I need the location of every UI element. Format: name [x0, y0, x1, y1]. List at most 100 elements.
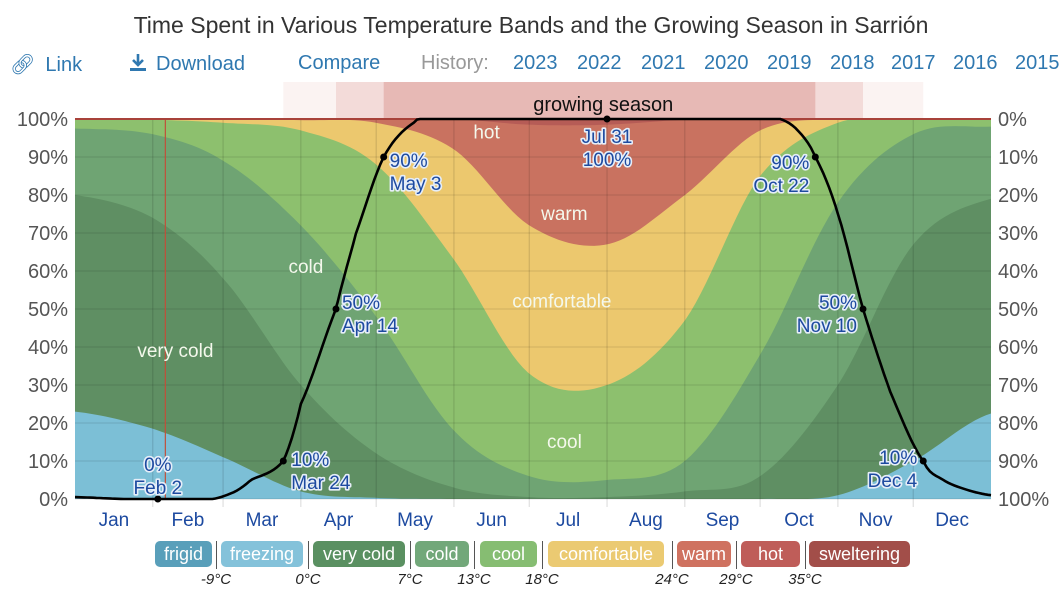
annotation-pct: 10%	[879, 448, 917, 469]
history-label: History:	[421, 52, 489, 74]
legend-item-frigid: frigid	[155, 541, 212, 567]
annotation-marker	[919, 457, 927, 465]
annotation-date: Feb 2	[134, 478, 183, 499]
right-axis-tick: 40%	[998, 261, 1038, 283]
axes: 0% 10% 20% 30% 40% 50% 60% 70% 80% 90% 100% 0% 10% 20…	[17, 109, 1050, 531]
chart-title: Time Spent in Various Temperature Bands …	[133, 12, 929, 38]
legend-threshold: 13°C	[457, 571, 491, 588]
band-label-hot: hot	[473, 122, 500, 143]
right-axis-tick: 90%	[998, 451, 1038, 473]
right-axis-tick: 30%	[998, 223, 1038, 245]
temperature-band-areas	[75, 119, 991, 499]
annotation-pct: 50%	[342, 293, 380, 314]
right-axis-tick: 80%	[998, 413, 1038, 435]
link-label: Link	[45, 54, 83, 76]
right-axis-tick: 0%	[998, 109, 1027, 131]
left-axis-tick: 10%	[28, 451, 68, 473]
right-axis-tick: 100%	[998, 489, 1049, 511]
annotation-pct: 90%	[390, 151, 428, 172]
left-axis-tick: 70%	[28, 223, 68, 245]
annotation-marker	[380, 153, 388, 161]
left-axis-tick: 80%	[28, 185, 68, 207]
x-axis-tick-aug: Aug	[629, 510, 663, 531]
x-axis-tick-feb: Feb	[172, 510, 205, 531]
right-axis-tick: 50%	[998, 299, 1038, 321]
legend-item-cool: cool	[480, 541, 537, 567]
annotation-pct: 0%	[144, 455, 172, 476]
annotation-marker	[603, 115, 611, 123]
x-axis-tick-jan: Jan	[99, 510, 130, 531]
growing-season-band-0	[283, 82, 924, 119]
x-axis-tick-may: May	[397, 510, 433, 531]
legend-threshold: 0°C	[295, 571, 321, 588]
annotation-marker	[154, 495, 162, 503]
annotation-date: Dec 4	[868, 471, 918, 492]
link-icon: 🔗︎	[10, 54, 36, 76]
legend-item-warm: warm	[677, 541, 731, 567]
legend-item-freezing: freezing	[221, 541, 303, 567]
band-label-cold: cold	[288, 257, 323, 278]
legend-separator	[410, 541, 411, 569]
annotation-pct: 50%	[819, 293, 857, 314]
legend-separator	[805, 541, 806, 569]
link-button[interactable]: 🔗︎ Link	[10, 52, 82, 77]
legend-threshold: 35°C	[788, 571, 822, 588]
annotation-date: Oct 22	[753, 176, 809, 197]
history-year-2015[interactable]: 2015	[1015, 52, 1060, 74]
annotation-pct: Jul 31	[582, 127, 633, 148]
annotation-date: Apr 14	[342, 316, 398, 337]
history-year-2023[interactable]: 2023	[513, 52, 558, 74]
legend-separator	[672, 541, 673, 569]
annotation-date: 100%	[583, 150, 632, 171]
left-axis-tick: 90%	[28, 147, 68, 169]
legend-threshold: 29°C	[719, 571, 753, 588]
history-year-2021[interactable]: 2021	[641, 52, 686, 74]
right-axis-tick: 70%	[998, 375, 1038, 397]
annotation-marker	[332, 305, 340, 313]
growing-season-line	[74, 117, 992, 501]
legend: frigid freezing very cold cold cool comfortab…	[0, 541, 1062, 601]
history-year-2016[interactable]: 2016	[953, 52, 998, 74]
download-icon	[130, 54, 146, 71]
band-labels: very cold cold cool comfortable warm hot	[137, 122, 611, 453]
x-axis-tick-oct: Oct	[784, 510, 814, 531]
left-axis-tick: 60%	[28, 261, 68, 283]
legend-separator	[542, 541, 543, 569]
right-axis-tick: 20%	[998, 185, 1038, 207]
left-axis-tick: 50%	[28, 299, 68, 321]
band-label-comfortable: comfortable	[512, 291, 611, 312]
annotation-date: Nov 10	[797, 316, 857, 337]
band-very-cold	[75, 195, 991, 499]
legend-threshold: 7°C	[397, 571, 423, 588]
legend-item-comfortable: comfortable	[548, 541, 664, 567]
compare-button[interactable]: Compare	[298, 52, 381, 74]
download-button[interactable]: Download	[128, 52, 245, 76]
annotation-pct: 90%	[771, 153, 809, 174]
history-year-2018[interactable]: 2018	[830, 52, 875, 74]
annotation-marker	[279, 457, 287, 465]
left-axis-tick: 100%	[17, 109, 68, 131]
legend-item-cold: cold	[415, 541, 469, 567]
annotation-marker	[811, 153, 819, 161]
history-year-2017[interactable]: 2017	[891, 52, 936, 74]
annotation-pct: 10%	[291, 450, 329, 471]
x-axis-tick-jun: Jun	[476, 510, 507, 531]
legend-item-hot: hot	[741, 541, 800, 567]
legend-threshold: 18°C	[525, 571, 559, 588]
growing-season-band-2	[383, 82, 816, 119]
history-year-2020[interactable]: 2020	[704, 52, 749, 74]
left-axis-tick: 30%	[28, 375, 68, 397]
left-axis-tick: 40%	[28, 337, 68, 359]
x-axis-tick-apr: Apr	[324, 510, 354, 531]
band-freezing	[75, 411, 991, 499]
legend-item-very-cold: very cold	[313, 541, 405, 567]
x-axis-tick-sep: Sep	[706, 510, 740, 531]
x-axis-tick-mar: Mar	[246, 510, 279, 531]
history-year-2022[interactable]: 2022	[577, 52, 622, 74]
legend-threshold: -9°C	[200, 571, 232, 588]
band-label-very-cold: very cold	[137, 341, 213, 362]
history-year-2019[interactable]: 2019	[767, 52, 812, 74]
right-axis-tick: 60%	[998, 337, 1038, 359]
growing-season-label: growing season	[533, 94, 673, 116]
